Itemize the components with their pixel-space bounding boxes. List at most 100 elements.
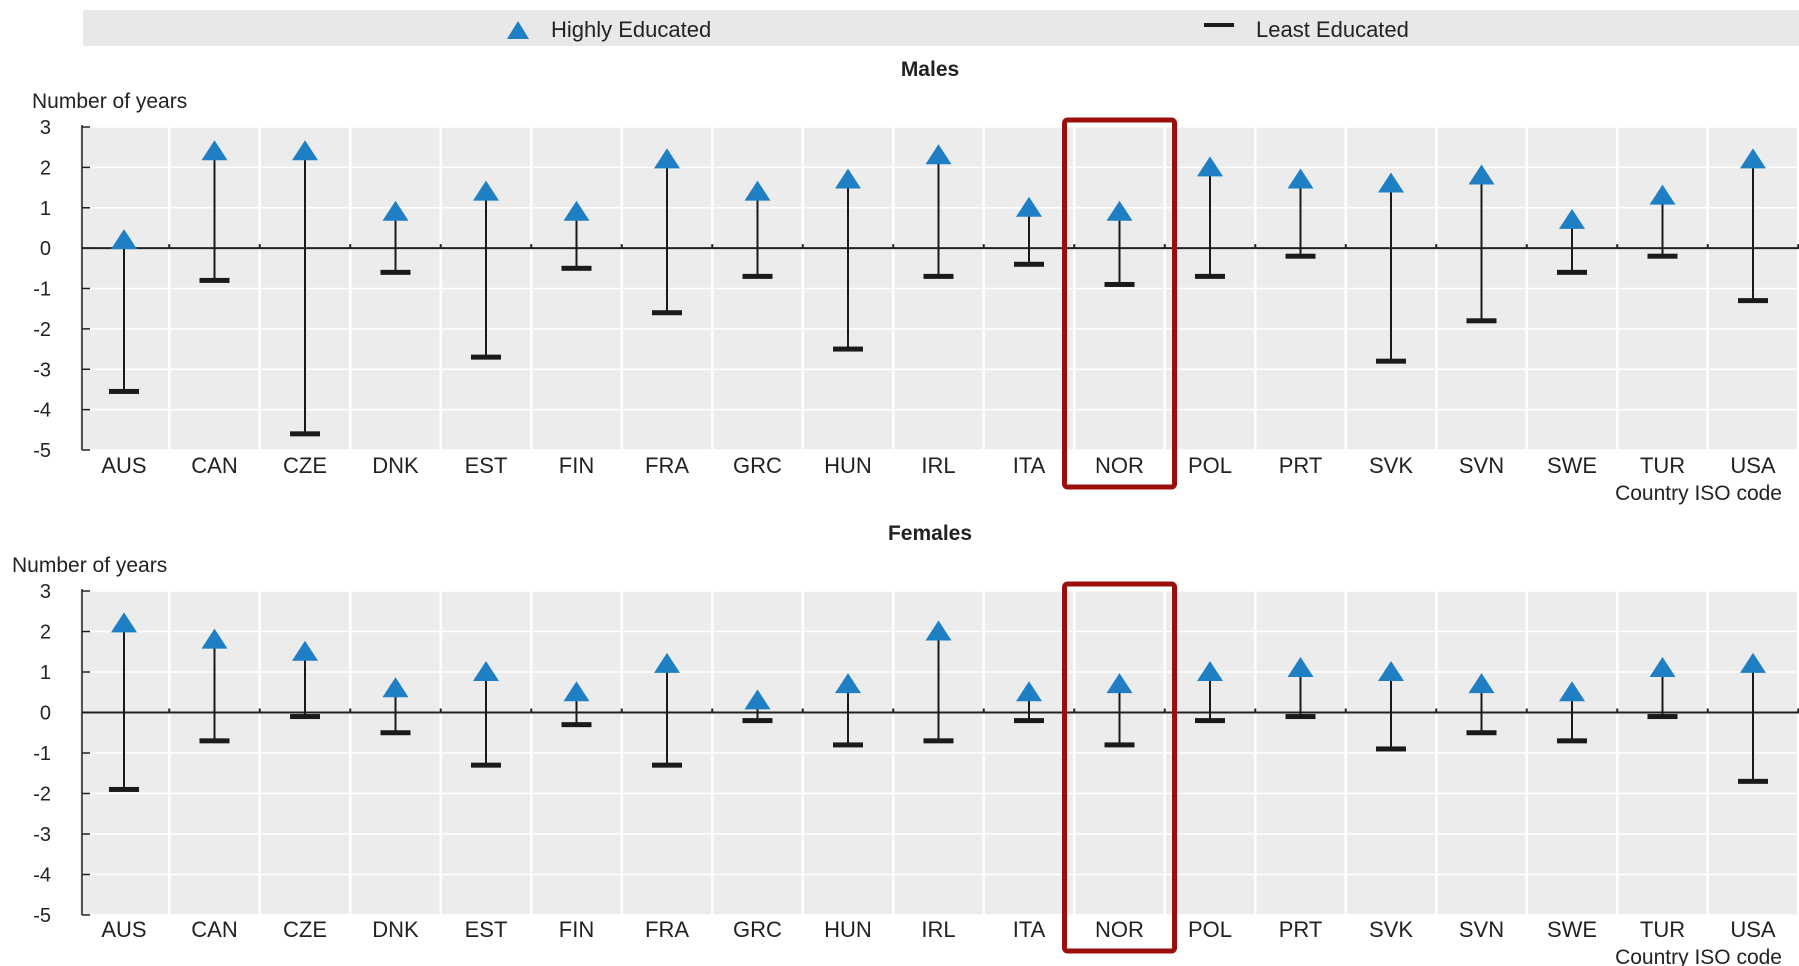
y-tick-label: -3 — [33, 824, 51, 846]
least-educated-point — [1557, 269, 1587, 275]
category-label: FRA — [645, 453, 689, 478]
highly-educated-point — [1559, 681, 1585, 702]
highly-educated-point — [1016, 681, 1042, 702]
legend-background — [83, 10, 1799, 46]
category-label: FIN — [559, 453, 594, 478]
highly-educated-point — [1016, 196, 1042, 217]
category-label: ITA — [1013, 917, 1046, 942]
highly-educated-point — [654, 652, 680, 673]
category-label: NOR — [1095, 917, 1144, 942]
y-tick-label: 3 — [40, 117, 51, 139]
y-tick-label: 0 — [40, 703, 51, 725]
highly-educated-point — [1559, 208, 1585, 229]
category-label: CAN — [191, 453, 237, 478]
category-label: CZE — [283, 453, 327, 478]
highly-educated-point — [1287, 656, 1314, 677]
y-axis-title: Number of years — [12, 554, 167, 577]
category-label: TUR — [1640, 453, 1685, 478]
least-educated-point — [471, 762, 501, 768]
y-axis-title: Number of years — [32, 90, 187, 113]
least-educated-point — [742, 718, 773, 724]
least-educated-point — [471, 354, 501, 360]
highly-educated-point — [382, 677, 409, 698]
category-label: PRT — [1279, 453, 1323, 478]
least-educated-point — [290, 431, 320, 437]
highly-educated-point — [563, 200, 590, 221]
least-educated-point — [1466, 730, 1497, 736]
y-tick-label: 1 — [40, 198, 51, 220]
panel-males: 3 2 1 0 -1 -2 -3 -4 -5 AUS CAN CZE DNK EST FIN FRA GRC HU… — [32, 58, 1799, 505]
highly-educated-point — [744, 689, 771, 710]
highly-educated-point — [1106, 673, 1133, 694]
category-label: GRC — [733, 917, 782, 942]
least-educated-point — [1647, 714, 1678, 720]
highly-educated-point — [1378, 172, 1404, 193]
highly-educated-point — [292, 640, 318, 661]
least-educated-point — [1285, 714, 1316, 720]
category-label: CAN — [191, 917, 237, 942]
category-label: HUN — [824, 917, 872, 942]
least-educated-point — [1738, 298, 1768, 304]
least-educated-point — [561, 265, 592, 271]
least-educated-point — [1285, 253, 1316, 259]
least-educated-point — [290, 714, 320, 720]
least-educated-point — [109, 786, 139, 792]
y-tick-label: -4 — [33, 865, 51, 887]
least-educated-point — [561, 722, 592, 728]
category-label: IRL — [921, 453, 955, 478]
legend: Highly Educated Least Educated — [83, 10, 1799, 46]
y-tick-label: -2 — [33, 784, 51, 806]
least-educated-point — [1104, 281, 1135, 287]
least-educated-point — [199, 277, 230, 283]
highly-educated-point — [1468, 673, 1495, 694]
highly-educated-point — [925, 144, 952, 165]
legend-high-label: Highly Educated — [551, 17, 711, 42]
least-educated-point — [1376, 746, 1406, 752]
least-educated-point — [1014, 261, 1044, 267]
category-label: DNK — [372, 917, 419, 942]
x-axis-title: Country ISO code — [1615, 482, 1782, 505]
category-label: HUN — [824, 453, 872, 478]
category-label: GRC — [733, 453, 782, 478]
plot-area: 3 2 1 0 -1 -2 -3 -4 -5 AUS CAN CZE DNK EST FIN FRA GRC HU… — [33, 581, 1799, 954]
category-label: SVK — [1369, 917, 1413, 942]
highly-educated-point — [744, 180, 771, 201]
category-label: EST — [465, 917, 508, 942]
least-educated-point — [652, 310, 682, 316]
least-educated-point — [742, 273, 773, 279]
category-label: CZE — [283, 917, 327, 942]
category-label: DNK — [372, 453, 419, 478]
highlight-box — [1062, 581, 1177, 954]
y-tick-label: -2 — [33, 319, 51, 341]
y-tick-label: 3 — [40, 581, 51, 603]
category-label: SVN — [1459, 453, 1504, 478]
y-tick-label: -5 — [33, 440, 51, 462]
y-tick-label: 0 — [40, 238, 51, 260]
highly-educated-point — [473, 180, 499, 201]
category-label: POL — [1188, 917, 1232, 942]
highly-educated-point — [1197, 661, 1223, 682]
category-label: USA — [1730, 917, 1776, 942]
x-axis-title: Country ISO code — [1615, 946, 1782, 966]
highly-educated-point — [1468, 164, 1495, 185]
panel-females: 3 2 1 0 -1 -2 -3 -4 -5 AUS CAN CZE DNK EST FIN FRA GRC HU… — [12, 522, 1799, 966]
highly-educated-point — [1740, 652, 1766, 673]
y-tick-label: 2 — [40, 157, 51, 179]
highly-educated-point — [1740, 148, 1766, 169]
y-tick-label: 2 — [40, 622, 51, 644]
highlight-box — [1062, 117, 1177, 490]
least-educated-point — [1738, 778, 1768, 784]
category-label: SVN — [1459, 917, 1504, 942]
highly-educated-point — [654, 148, 680, 169]
highly-educated-point — [382, 200, 409, 221]
category-label: FIN — [559, 917, 594, 942]
category-label: FRA — [645, 917, 689, 942]
category-label: SWE — [1547, 453, 1597, 478]
least-educated-point — [1014, 718, 1044, 724]
legend-high-marker-icon — [507, 21, 529, 39]
least-educated-point — [1647, 253, 1678, 259]
least-educated-point — [833, 346, 863, 352]
legend-low-marker-icon — [1204, 23, 1234, 27]
least-educated-point — [923, 273, 954, 279]
